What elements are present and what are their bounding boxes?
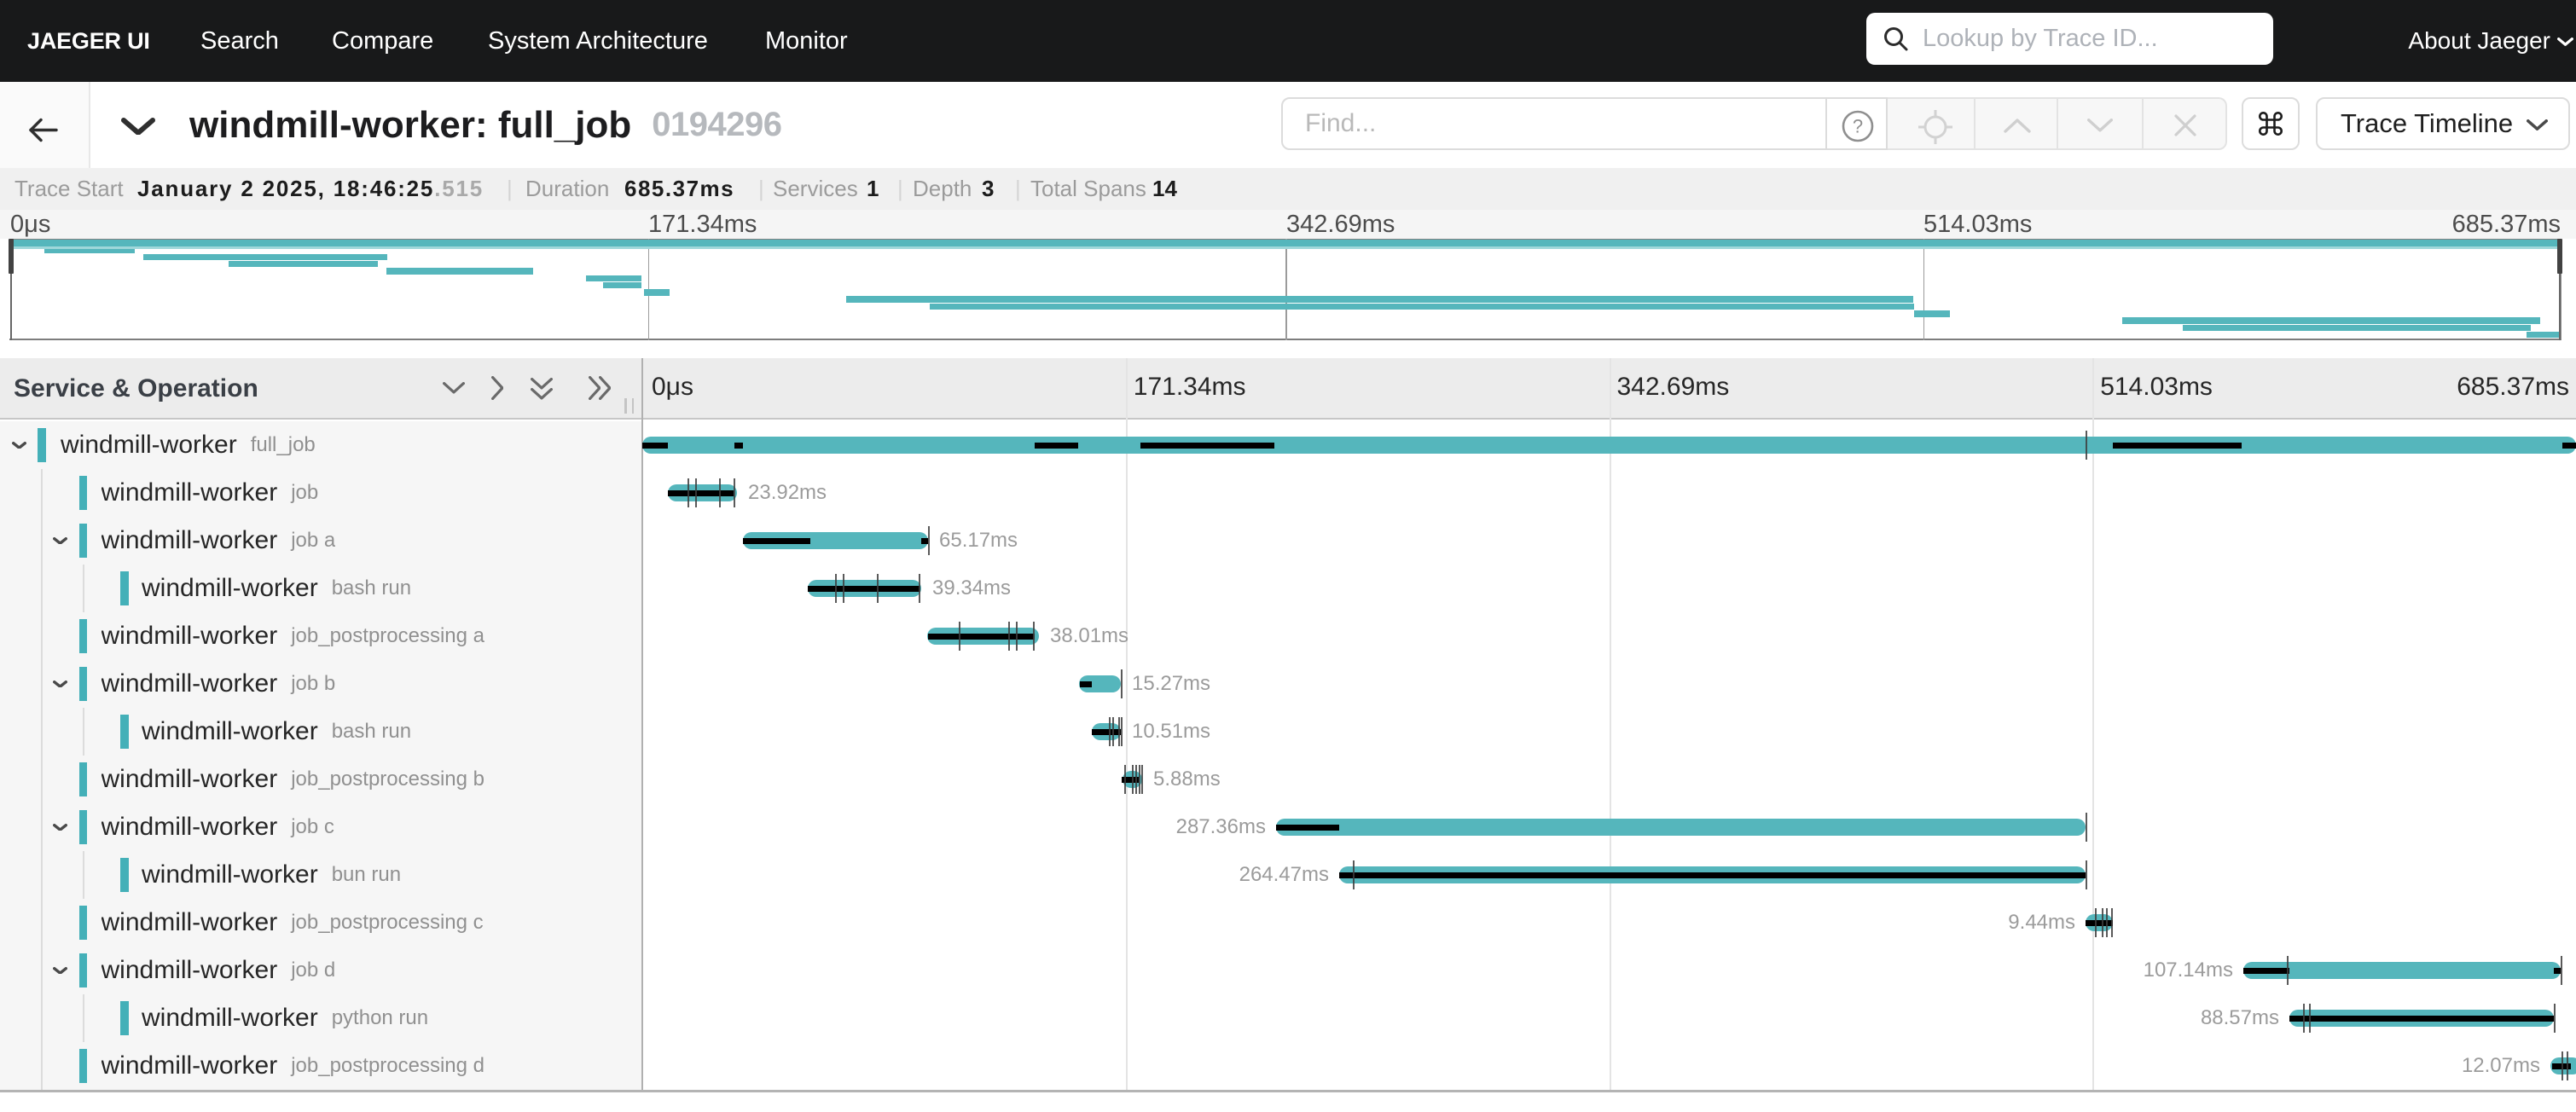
svg-text:?: ? xyxy=(1853,116,1863,137)
